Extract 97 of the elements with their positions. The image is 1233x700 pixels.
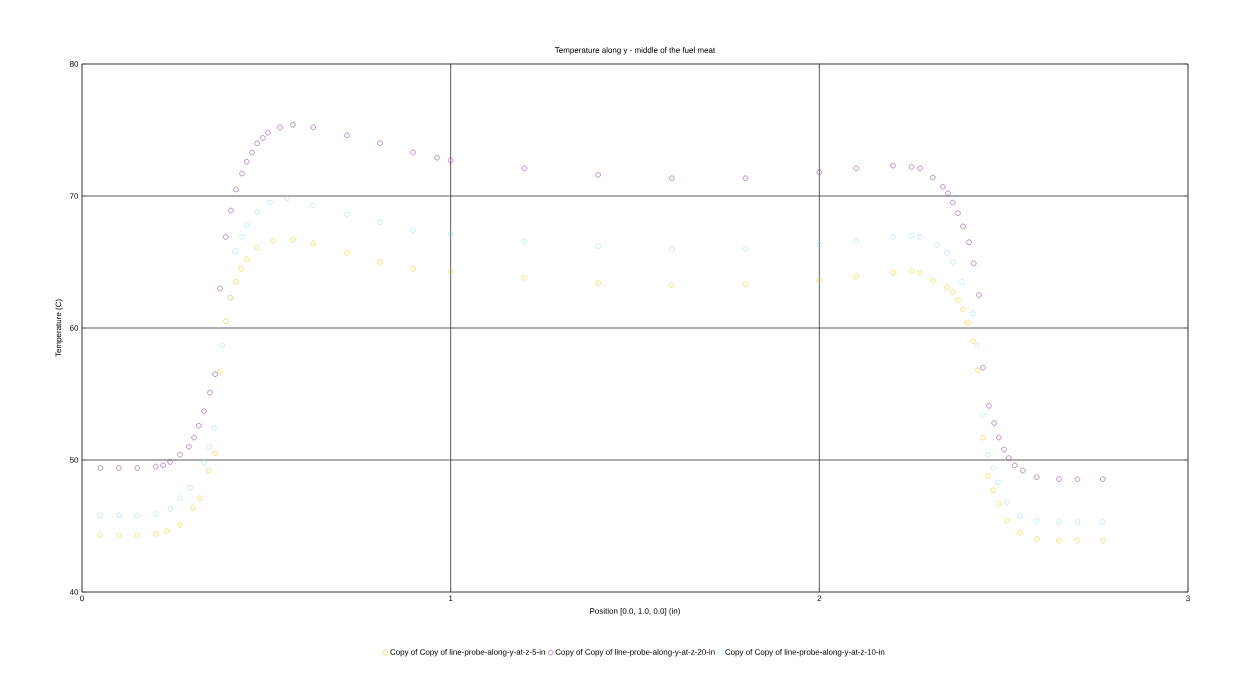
point bbox=[187, 485, 193, 491]
point bbox=[310, 202, 316, 208]
point bbox=[97, 532, 104, 538]
point bbox=[955, 297, 961, 303]
point bbox=[219, 342, 225, 348]
point bbox=[177, 495, 183, 501]
point bbox=[233, 279, 239, 285]
point bbox=[980, 412, 986, 418]
point bbox=[1017, 529, 1023, 536]
point bbox=[1034, 518, 1040, 524]
point bbox=[153, 531, 159, 537]
point bbox=[908, 268, 915, 274]
point bbox=[190, 504, 196, 511]
point bbox=[217, 368, 223, 375]
point bbox=[970, 338, 976, 344]
point bbox=[254, 209, 260, 215]
point bbox=[223, 318, 229, 325]
point bbox=[985, 473, 991, 479]
point bbox=[244, 256, 250, 263]
point bbox=[908, 232, 915, 239]
point bbox=[153, 511, 159, 517]
point bbox=[211, 425, 217, 432]
point bbox=[97, 512, 104, 519]
point bbox=[669, 246, 675, 253]
point bbox=[970, 310, 976, 317]
point bbox=[950, 259, 956, 265]
point bbox=[164, 528, 170, 534]
point bbox=[1056, 537, 1062, 544]
point bbox=[232, 248, 238, 255]
point bbox=[990, 487, 996, 494]
point bbox=[1004, 518, 1010, 524]
point bbox=[995, 479, 1001, 486]
point bbox=[1017, 512, 1023, 519]
point bbox=[985, 452, 991, 458]
point bbox=[890, 269, 896, 276]
point bbox=[447, 268, 454, 274]
point bbox=[1100, 519, 1106, 525]
point bbox=[742, 281, 749, 288]
point bbox=[134, 512, 140, 519]
point bbox=[980, 434, 986, 441]
point bbox=[167, 506, 174, 512]
point bbox=[238, 265, 244, 272]
point bbox=[996, 500, 1002, 507]
point bbox=[816, 277, 823, 284]
point bbox=[595, 243, 601, 249]
point bbox=[239, 234, 245, 240]
point bbox=[212, 450, 218, 457]
point bbox=[669, 282, 675, 288]
point bbox=[244, 222, 250, 228]
point bbox=[177, 521, 183, 528]
point bbox=[134, 532, 140, 538]
point bbox=[201, 459, 207, 466]
point bbox=[990, 465, 996, 471]
point bbox=[890, 234, 896, 240]
point bbox=[917, 234, 923, 240]
point bbox=[974, 342, 980, 348]
point bbox=[950, 289, 956, 296]
point bbox=[595, 280, 601, 286]
point bbox=[521, 275, 528, 281]
point bbox=[206, 467, 212, 474]
point bbox=[310, 240, 316, 247]
point bbox=[960, 306, 966, 313]
point bbox=[206, 444, 212, 450]
point bbox=[1056, 519, 1062, 525]
point bbox=[917, 269, 923, 276]
point bbox=[410, 265, 416, 272]
point bbox=[447, 231, 454, 237]
point bbox=[975, 367, 981, 373]
point bbox=[944, 284, 950, 290]
point bbox=[1074, 519, 1081, 525]
point bbox=[934, 242, 940, 248]
point bbox=[377, 259, 383, 265]
point bbox=[521, 238, 528, 244]
point bbox=[930, 277, 936, 284]
point bbox=[1074, 537, 1081, 544]
point bbox=[267, 199, 273, 206]
point bbox=[853, 238, 859, 244]
point bbox=[410, 227, 416, 234]
point bbox=[965, 320, 971, 326]
point bbox=[254, 244, 260, 251]
point bbox=[116, 512, 122, 519]
point bbox=[377, 219, 383, 226]
point bbox=[270, 238, 276, 244]
point bbox=[1100, 537, 1106, 544]
point bbox=[284, 195, 290, 202]
point bbox=[116, 532, 122, 538]
point bbox=[959, 279, 965, 285]
point bbox=[290, 236, 296, 243]
point bbox=[197, 495, 203, 501]
point bbox=[1034, 536, 1040, 542]
point bbox=[742, 246, 749, 252]
point bbox=[853, 273, 859, 280]
point bbox=[1004, 499, 1010, 505]
point bbox=[344, 250, 350, 256]
point bbox=[816, 242, 823, 248]
point bbox=[944, 250, 950, 256]
point bbox=[344, 211, 350, 218]
